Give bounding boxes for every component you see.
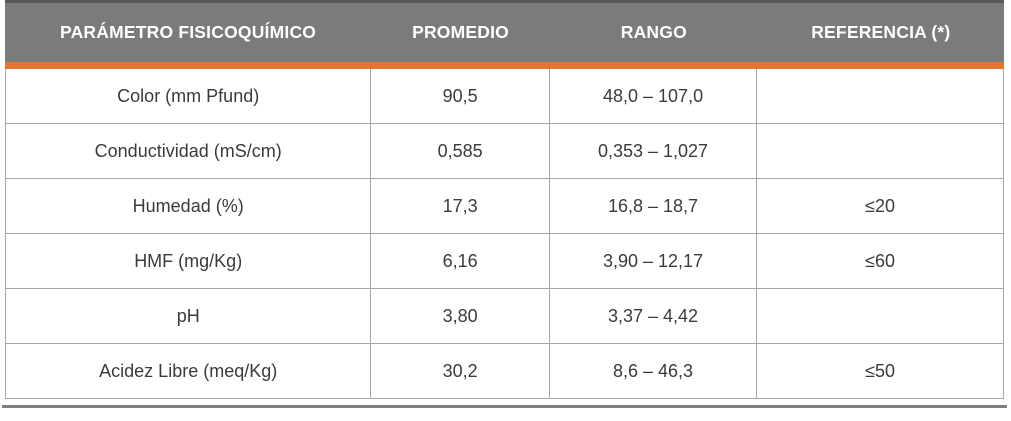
cell-parametro: HMF (mg/Kg) bbox=[6, 234, 372, 288]
cell-rango: 16,8 – 18,7 bbox=[550, 179, 758, 233]
cell-promedio: 0,585 bbox=[371, 124, 550, 178]
cell-rango: 8,6 – 46,3 bbox=[550, 344, 758, 398]
cell-parametro: Humedad (%) bbox=[6, 179, 372, 233]
accent-divider bbox=[5, 62, 1004, 69]
table-bottom-rule bbox=[2, 405, 1007, 408]
cell-parametro: Acidez Libre (meq/Kg) bbox=[6, 344, 372, 398]
cell-parametro: Conductividad (mS/cm) bbox=[6, 124, 372, 178]
header-referencia: REFERENCIA (*) bbox=[811, 22, 951, 42]
cell-referencia bbox=[757, 69, 1003, 123]
cell-referencia: ≤20 bbox=[865, 195, 896, 216]
table-row: Humedad (%) 17,3 16,8 – 18,7 ≤20 bbox=[6, 179, 1003, 234]
cell-referencia bbox=[757, 289, 1003, 343]
table-row: HMF (mg/Kg) 6,16 3,90 – 12,17 ≤60 bbox=[6, 234, 1003, 289]
header-promedio: PROMEDIO bbox=[412, 22, 509, 42]
table-header-row: PARÁMETRO FISICOQUÍMICO PROMEDIO RANGO R… bbox=[5, 0, 1004, 62]
header-rango: RANGO bbox=[620, 22, 687, 42]
cell-promedio: 3,80 bbox=[371, 289, 550, 343]
table-row: Color (mm Pfund) 90,5 48,0 – 107,0 bbox=[6, 69, 1003, 124]
cell-referencia bbox=[757, 124, 1003, 178]
cell-parametro: pH bbox=[6, 289, 372, 343]
cell-referencia: ≤50 bbox=[865, 360, 896, 381]
table-row: pH 3,80 3,37 – 4,42 bbox=[6, 289, 1003, 344]
table-row: Acidez Libre (meq/Kg) 30,2 8,6 – 46,3 ≤5… bbox=[6, 344, 1003, 399]
table-body: Color (mm Pfund) 90,5 48,0 – 107,0 Condu… bbox=[5, 69, 1004, 399]
physicochemical-table: PARÁMETRO FISICOQUÍMICO PROMEDIO RANGO R… bbox=[5, 0, 1004, 399]
table-row: Conductividad (mS/cm) 0,585 0,353 – 1,02… bbox=[6, 124, 1003, 179]
cell-promedio: 30,2 bbox=[371, 344, 550, 398]
cell-promedio: 90,5 bbox=[371, 69, 550, 123]
cell-parametro: Color (mm Pfund) bbox=[6, 69, 372, 123]
cell-rango: 0,353 – 1,027 bbox=[550, 124, 758, 178]
header-parametro: PARÁMETRO FISICOQUÍMICO bbox=[60, 22, 317, 42]
cell-rango: 3,90 – 12,17 bbox=[550, 234, 758, 288]
cell-promedio: 6,16 bbox=[371, 234, 550, 288]
cell-rango: 48,0 – 107,0 bbox=[550, 69, 758, 123]
cell-rango: 3,37 – 4,42 bbox=[550, 289, 758, 343]
cell-referencia: ≤60 bbox=[865, 250, 896, 271]
cell-promedio: 17,3 bbox=[371, 179, 550, 233]
